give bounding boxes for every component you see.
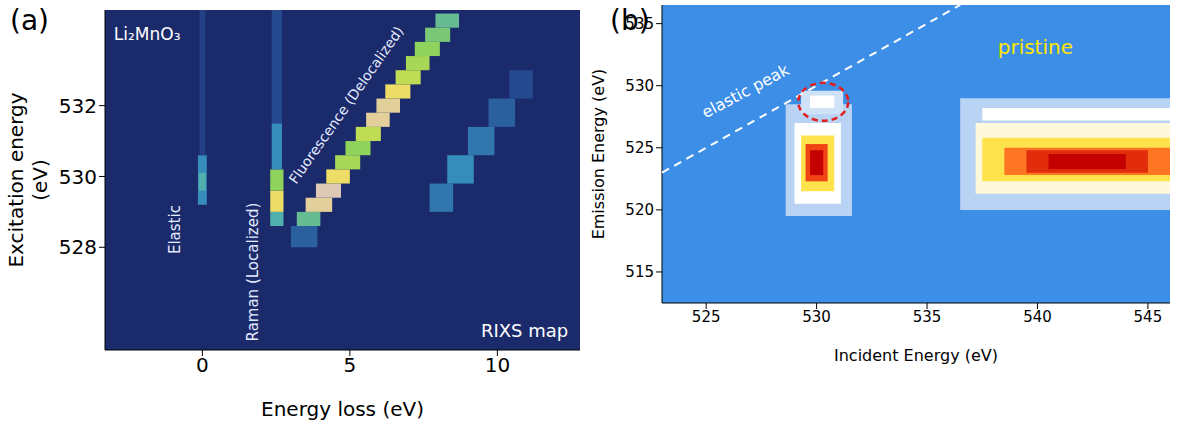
svg-text:0: 0 [196,353,209,377]
svg-text:pristine: pristine [998,35,1073,59]
svg-text:10: 10 [485,353,510,377]
html-text:(b): (b) [610,4,650,37]
svg-text:Fluorescence (Delocalized): Fluorescence (Delocalized) [286,23,407,186]
svg-text:Energy loss (eV): Energy loss (eV) [261,397,424,420]
svg-text:Emission Energy (eV): Emission Energy (eV) [590,69,608,240]
svg-text:Li₂MnO₃: Li₂MnO₃ [114,24,181,44]
svg-text:Incident Energy (eV): Incident Energy (eV) [834,346,998,365]
svg-text:RIXS map: RIXS map [481,320,568,341]
svg-text:540: 540 [1023,308,1052,326]
svg-text:5: 5 [344,353,357,377]
svg-text:Excitation energy(eV): Excitation energy(eV) [4,92,52,267]
svg-text:530: 530 [59,165,97,189]
svg-text:535: 535 [913,308,942,326]
svg-text:Elastic: Elastic [166,205,184,254]
svg-text:elastic peak: elastic peak [699,60,793,122]
svg-text:525: 525 [625,139,654,157]
html-text:(a): (a) [10,4,49,37]
svg-text:530: 530 [802,308,831,326]
svg-text:525: 525 [692,308,721,326]
svg-text:520: 520 [625,201,654,219]
svg-text:545: 545 [1134,308,1163,326]
svg-text:Raman (Localized): Raman (Localized) [244,203,262,342]
svg-text:530: 530 [625,77,654,95]
svg-text:528: 528 [59,235,97,259]
svg-text:532: 532 [59,94,97,118]
svg-text:515: 515 [625,263,654,281]
